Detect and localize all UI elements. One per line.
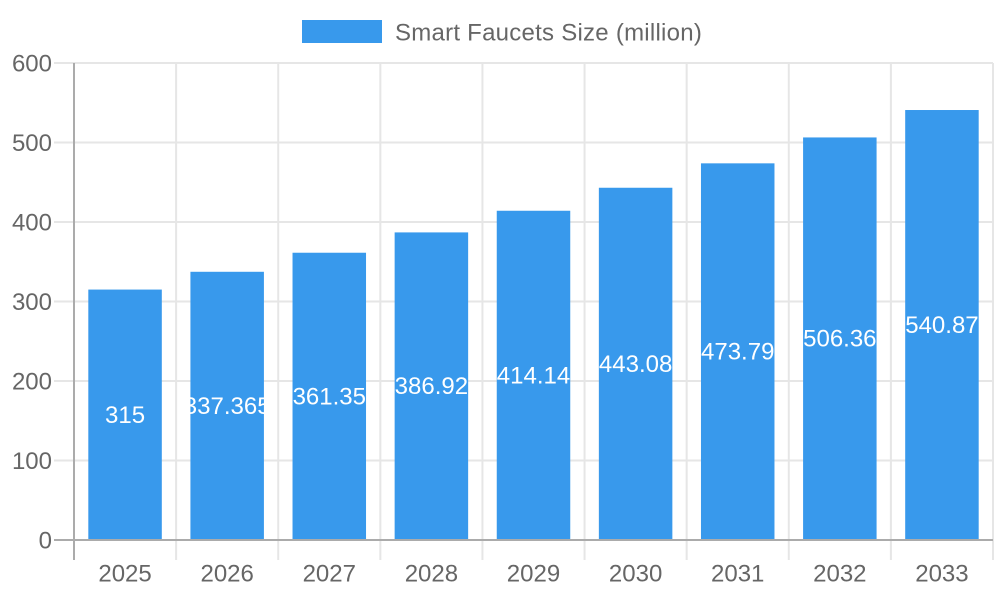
svg-text:315: 315 [105, 402, 145, 429]
svg-text:0: 0 [39, 528, 52, 555]
svg-text:300: 300 [12, 289, 52, 316]
svg-text:337.365: 337.365 [184, 393, 271, 420]
svg-text:200: 200 [12, 369, 52, 396]
svg-text:500: 500 [12, 130, 52, 157]
svg-text:2025: 2025 [98, 561, 151, 588]
svg-text:2029: 2029 [507, 561, 560, 588]
svg-text:Smart Faucets Size (million): Smart Faucets Size (million) [395, 19, 702, 46]
svg-text:540.87: 540.87 [905, 312, 978, 339]
svg-text:2032: 2032 [813, 561, 866, 588]
svg-text:361.35: 361.35 [293, 383, 366, 410]
svg-text:2026: 2026 [200, 561, 253, 588]
svg-text:2031: 2031 [711, 561, 764, 588]
svg-text:2033: 2033 [915, 561, 968, 588]
svg-text:414.14: 414.14 [497, 362, 570, 389]
svg-text:600: 600 [12, 51, 52, 78]
svg-text:386.92: 386.92 [395, 373, 468, 400]
svg-text:2028: 2028 [405, 561, 458, 588]
svg-text:443.08: 443.08 [599, 351, 672, 378]
svg-text:473.79: 473.79 [701, 339, 774, 366]
svg-text:100: 100 [12, 448, 52, 475]
svg-text:2027: 2027 [303, 561, 356, 588]
svg-text:506.36: 506.36 [803, 326, 876, 353]
svg-text:2030: 2030 [609, 561, 662, 588]
svg-text:400: 400 [12, 210, 52, 237]
